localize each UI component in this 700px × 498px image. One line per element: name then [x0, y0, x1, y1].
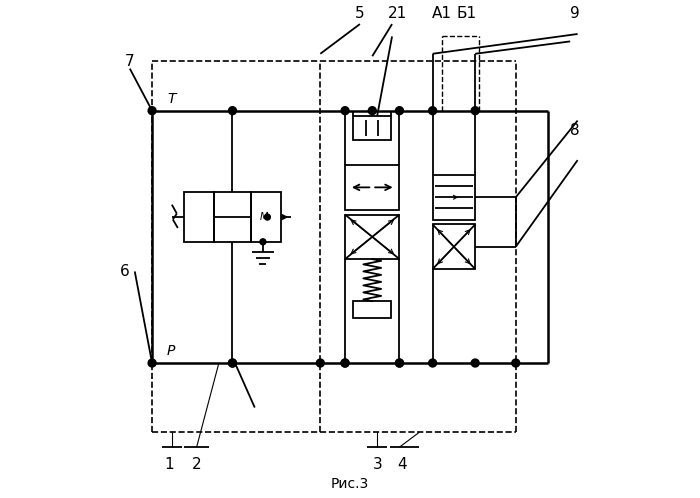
Circle shape [395, 359, 403, 367]
Text: Р: Р [167, 344, 175, 358]
Bar [433, 225, 475, 269]
Text: 1: 1 [164, 457, 174, 472]
Circle shape [471, 107, 479, 115]
Circle shape [265, 214, 270, 220]
Bar [345, 215, 400, 259]
Bar [214, 192, 251, 242]
Circle shape [428, 107, 437, 115]
Text: 3: 3 [372, 457, 382, 472]
Circle shape [368, 107, 376, 115]
Text: 2: 2 [192, 457, 202, 472]
Text: 6: 6 [120, 264, 130, 279]
Bar [433, 175, 475, 220]
Circle shape [228, 107, 237, 115]
Text: 8: 8 [570, 123, 580, 138]
Circle shape [228, 359, 237, 367]
Bar [354, 301, 391, 319]
Text: 7: 7 [125, 54, 134, 69]
Text: 21: 21 [387, 5, 407, 20]
Text: Рис.3: Рис.3 [331, 477, 369, 491]
Circle shape [148, 107, 156, 115]
Circle shape [316, 359, 324, 367]
Circle shape [395, 359, 403, 367]
Circle shape [228, 359, 237, 367]
Text: 5: 5 [355, 5, 365, 20]
Circle shape [512, 359, 519, 367]
Text: А1: А1 [431, 5, 452, 20]
Bar [354, 116, 391, 140]
Bar [345, 165, 400, 210]
Bar [184, 192, 214, 242]
Circle shape [148, 359, 156, 367]
Circle shape [260, 239, 266, 245]
Circle shape [428, 359, 437, 367]
Text: Т: Т [167, 92, 176, 106]
Text: 4: 4 [397, 457, 407, 472]
Circle shape [341, 359, 349, 367]
Text: Б1: Б1 [456, 5, 476, 20]
Bar [251, 192, 281, 242]
Circle shape [341, 107, 349, 115]
Text: 9: 9 [570, 5, 580, 20]
Circle shape [471, 359, 479, 367]
Circle shape [341, 359, 349, 367]
Circle shape [395, 107, 403, 115]
Text: M: M [260, 212, 269, 222]
